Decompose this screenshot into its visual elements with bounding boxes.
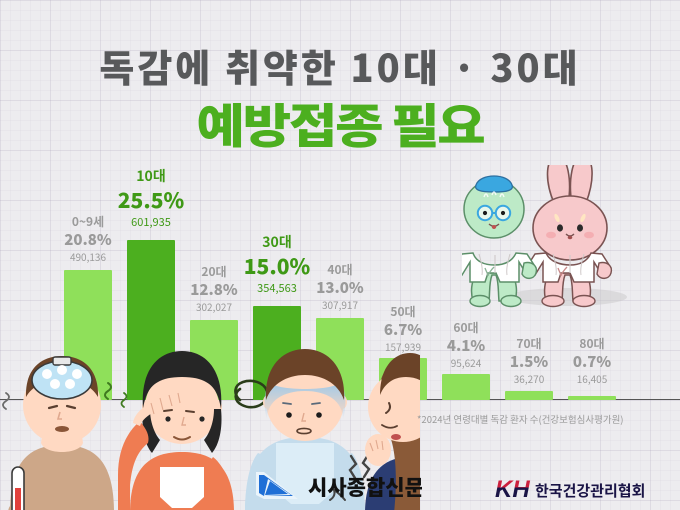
svg-text:시사종합신문: 시사종합신문 xyxy=(308,472,422,502)
svg-text:한국건강관리협회: 한국건강관리협회 xyxy=(535,480,645,501)
